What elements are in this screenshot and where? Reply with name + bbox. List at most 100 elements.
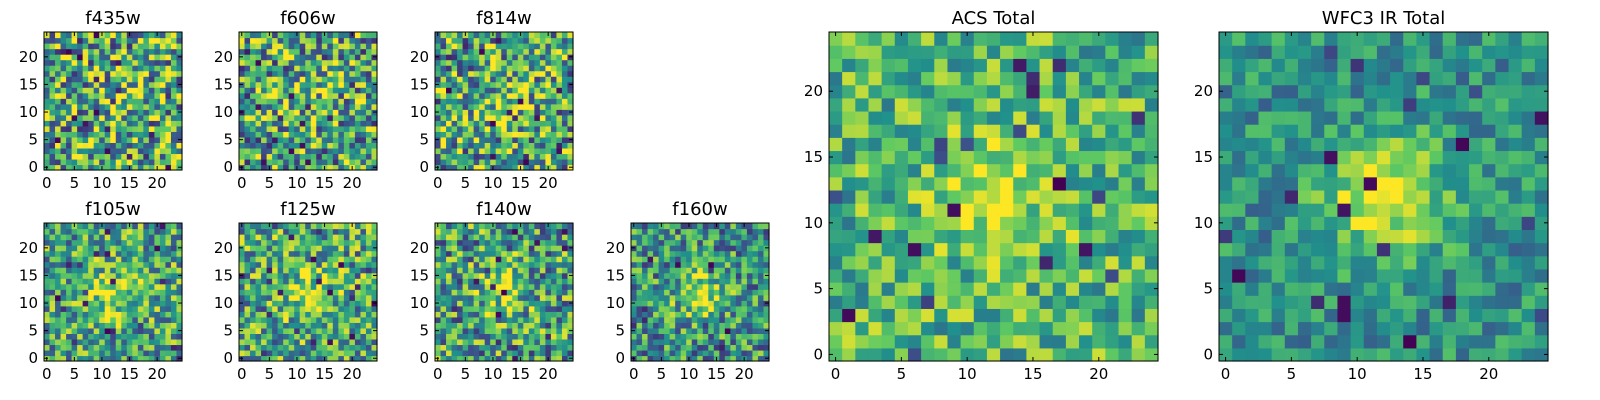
heatmap-cell	[539, 48, 546, 55]
heatmap-cell	[440, 223, 447, 230]
heatmap-cell	[55, 289, 62, 296]
heatmap-cell	[132, 92, 139, 99]
heatmap-cell	[283, 153, 290, 160]
heatmap-cell	[636, 272, 643, 279]
heatmap-cell	[110, 87, 117, 94]
heatmap-cell	[49, 344, 56, 351]
heatmap-cell	[446, 32, 453, 39]
heatmap-cell	[332, 239, 339, 246]
heatmap-cell	[517, 294, 524, 301]
heatmap-cell	[250, 261, 257, 268]
heatmap-cell	[550, 54, 558, 61]
heatmap-cell	[691, 239, 698, 246]
heatmap-cell	[730, 344, 737, 351]
heatmap-cell	[973, 203, 988, 217]
heatmap-cell	[479, 109, 486, 116]
heatmap-cell	[697, 333, 704, 340]
heatmap-cell	[365, 327, 373, 334]
heatmap-cell	[960, 176, 975, 191]
heatmap-cell	[288, 305, 295, 312]
heatmap-cell	[473, 278, 480, 285]
heatmap-cell	[143, 70, 150, 77]
heatmap-cell	[343, 125, 350, 132]
heatmap-cell	[495, 65, 502, 72]
heatmap-cell	[170, 278, 178, 285]
heatmap-cell	[556, 283, 563, 290]
heatmap-cell	[479, 245, 486, 252]
heatmap-cell	[354, 349, 362, 357]
heatmap-cell	[115, 250, 122, 257]
heatmap-cell	[159, 147, 167, 155]
heatmap-cell	[757, 327, 765, 334]
heatmap-cell	[1013, 308, 1027, 323]
heatmap-cell	[255, 355, 262, 362]
heatmap-cell	[365, 59, 373, 66]
heatmap-cell	[77, 54, 84, 61]
heatmap-cell	[501, 289, 508, 296]
heatmap-cell	[55, 48, 62, 55]
heatmap-cell	[528, 316, 535, 323]
heatmap-cell	[371, 338, 378, 346]
heatmap-cell	[143, 228, 150, 235]
heatmap-cell	[1092, 255, 1106, 270]
heatmap-cell	[66, 333, 73, 340]
heatmap-cell	[99, 283, 106, 290]
heatmap-cell	[110, 289, 117, 296]
heatmap-cell	[165, 65, 172, 72]
heatmap-cell	[506, 103, 513, 110]
heatmap-cell	[730, 305, 737, 312]
heatmap-cell	[512, 54, 519, 61]
heatmap-cell	[506, 327, 513, 334]
heatmap-cell	[484, 344, 491, 351]
heatmap-cell	[343, 228, 350, 235]
heatmap-cell	[631, 228, 638, 235]
heatmap-cell	[534, 322, 541, 329]
heatmap-cell	[316, 76, 323, 83]
heatmap-cell	[93, 311, 100, 318]
heatmap-cell	[250, 322, 257, 329]
heatmap-cell	[77, 272, 84, 279]
heatmap-cell	[126, 65, 133, 72]
heatmap-cell	[283, 223, 290, 230]
heatmap-cell	[266, 311, 273, 318]
heatmap-cell	[126, 250, 133, 257]
heatmap-cell	[354, 142, 362, 149]
heatmap-cell	[1131, 242, 1146, 257]
heatmap-cell	[1144, 229, 1159, 244]
heatmap-cell	[642, 349, 649, 357]
heatmap-cell	[126, 54, 133, 61]
heatmap-cell	[435, 103, 442, 110]
heatmap-cell	[299, 98, 306, 105]
heatmap-cell	[479, 283, 486, 290]
heatmap-cell	[479, 344, 486, 351]
heatmap-cell	[435, 158, 442, 166]
heatmap-cell	[757, 272, 765, 279]
heatmap-cell	[365, 316, 373, 323]
heatmap-cell	[1118, 255, 1133, 270]
heatmap-cell	[534, 158, 541, 166]
heatmap-cell	[343, 92, 350, 99]
heatmap-cell	[170, 300, 178, 307]
heatmap-cell	[255, 349, 262, 357]
heatmap-cell	[501, 153, 508, 160]
heatmap-cell	[446, 294, 453, 301]
heatmap-cell	[82, 54, 89, 61]
heatmap-cell	[468, 305, 475, 312]
heatmap-cell	[567, 234, 574, 241]
heatmap-cell	[176, 250, 183, 257]
heatmap-cell	[556, 311, 563, 318]
heatmap-cell	[55, 54, 62, 61]
heatmap-cell	[545, 120, 552, 127]
heatmap-cell	[1131, 189, 1146, 204]
heatmap-cell	[680, 289, 687, 296]
heatmap-cell	[343, 289, 350, 296]
heatmap-cell	[523, 109, 530, 116]
heatmap-cell	[490, 65, 497, 72]
y-tick-label: 0	[223, 349, 233, 367]
heatmap-cell	[132, 234, 139, 241]
heatmap-cell	[148, 103, 155, 110]
heatmap-cell	[143, 120, 150, 127]
heatmap-cell	[1065, 203, 1080, 217]
heatmap-cell	[675, 223, 682, 230]
heatmap-cell	[338, 223, 345, 230]
